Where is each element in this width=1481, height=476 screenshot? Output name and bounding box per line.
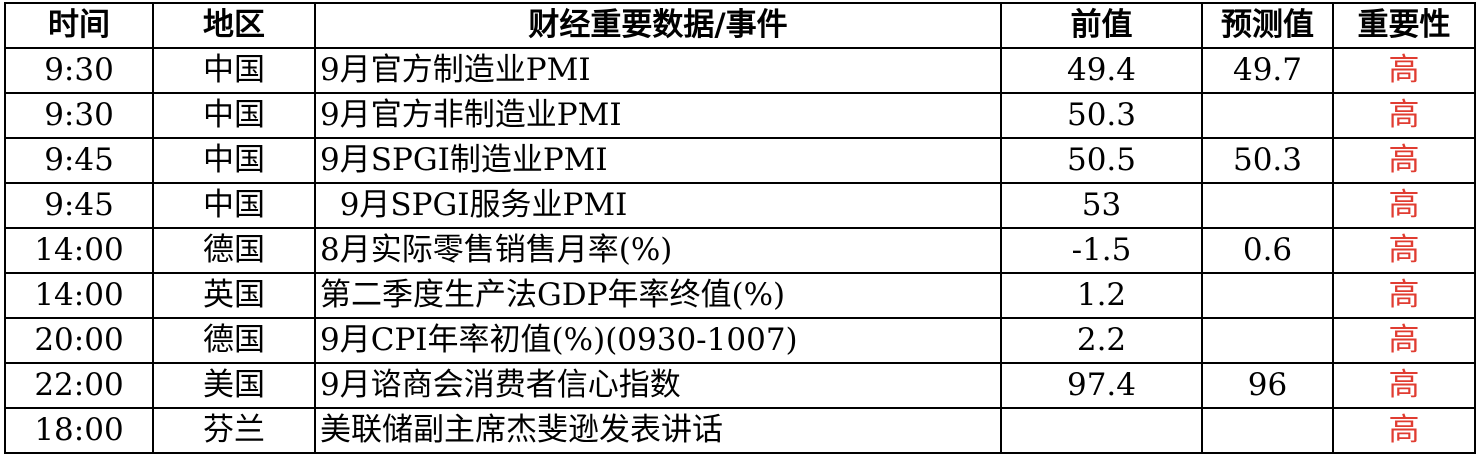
header-event: 财经重要数据/事件	[314, 2, 1002, 49]
cell-time: 9:45	[4, 137, 154, 184]
cell-previous: 49.4	[1000, 47, 1203, 94]
cell-previous: -1.5	[1000, 227, 1203, 274]
cell-event: 8月实际零售销售月率(%)	[314, 227, 1002, 274]
cell-previous: 53	[1000, 182, 1203, 229]
cell-forecast	[1201, 92, 1334, 139]
cell-time: 9:30	[4, 92, 154, 139]
table-row: 9:45 中国 9月SPGI服务业PMI 53 高	[4, 182, 1476, 229]
cell-region: 芬兰	[152, 407, 316, 454]
table-row: 9:45 中国 9月SPGI制造业PMI 50.5 50.3 高	[4, 137, 1476, 184]
cell-forecast	[1201, 317, 1334, 364]
header-region: 地区	[152, 2, 316, 49]
cell-time: 14:00	[4, 272, 154, 319]
header-forecast: 预测值	[1201, 2, 1334, 49]
header-previous: 前值	[1000, 2, 1203, 49]
cell-forecast: 0.6	[1201, 227, 1334, 274]
cell-importance: 高	[1332, 272, 1476, 319]
cell-forecast: 50.3	[1201, 137, 1334, 184]
cell-previous: 1.2	[1000, 272, 1203, 319]
cell-forecast: 96	[1201, 362, 1334, 409]
cell-previous: 50.5	[1000, 137, 1203, 184]
table-row: 14:00 德国 8月实际零售销售月率(%) -1.5 0.6 高	[4, 227, 1476, 274]
cell-importance: 高	[1332, 362, 1476, 409]
cell-previous: 2.2	[1000, 317, 1203, 364]
table-row: 22:00 美国 9月谘商会消费者信心指数 97.4 96 高	[4, 362, 1476, 409]
cell-importance: 高	[1332, 227, 1476, 274]
cell-region: 英国	[152, 272, 316, 319]
cell-region: 中国	[152, 137, 316, 184]
cell-importance: 高	[1332, 137, 1476, 184]
cell-region: 德国	[152, 317, 316, 364]
cell-importance: 高	[1332, 182, 1476, 229]
cell-region: 中国	[152, 182, 316, 229]
cell-region: 美国	[152, 362, 316, 409]
cell-importance: 高	[1332, 317, 1476, 364]
cell-time: 9:30	[4, 47, 154, 94]
cell-previous: 97.4	[1000, 362, 1203, 409]
cell-event: 第二季度生产法GDP年率终值(%)	[314, 272, 1002, 319]
cell-time: 14:00	[4, 227, 154, 274]
cell-time: 22:00	[4, 362, 154, 409]
table-row: 9:30 中国 9月官方制造业PMI 49.4 49.7 高	[4, 47, 1476, 94]
cell-importance: 高	[1332, 407, 1476, 454]
header-time: 时间	[4, 2, 154, 49]
cell-forecast	[1201, 407, 1334, 454]
table-row: 20:00 德国 9月CPI年率初值(%)(0930-1007) 2.2 高	[4, 317, 1476, 364]
cell-time: 20:00	[4, 317, 154, 364]
table-row: 18:00 芬兰 美联储副主席杰斐逊发表讲话 高	[4, 407, 1476, 454]
cell-event: 9月官方非制造业PMI	[314, 92, 1002, 139]
table-row: 14:00 英国 第二季度生产法GDP年率终值(%) 1.2 高	[4, 272, 1476, 319]
table-row: 9:30 中国 9月官方非制造业PMI 50.3 高	[4, 92, 1476, 139]
cell-forecast	[1201, 182, 1334, 229]
cell-region: 中国	[152, 92, 316, 139]
cell-previous	[1000, 407, 1203, 454]
header-row: 时间 地区 财经重要数据/事件 前值 预测值 重要性	[4, 2, 1476, 49]
cell-importance: 高	[1332, 47, 1476, 94]
cell-time: 18:00	[4, 407, 154, 454]
cell-event: 9月SPGI服务业PMI	[314, 182, 1002, 229]
cell-time: 9:45	[4, 182, 154, 229]
cell-event: 9月官方制造业PMI	[314, 47, 1002, 94]
header-importance: 重要性	[1332, 2, 1476, 49]
cell-event: 9月谘商会消费者信心指数	[314, 362, 1002, 409]
cell-event: 美联储副主席杰斐逊发表讲话	[314, 407, 1002, 454]
cell-importance: 高	[1332, 92, 1476, 139]
economic-calendar-table: 时间 地区 财经重要数据/事件 前值 预测值 重要性 9:30 中国 9月官方制造业…	[4, 2, 1476, 454]
cell-forecast: 49.7	[1201, 47, 1334, 94]
cell-event: 9月CPI年率初值(%)(0930-1007)	[314, 317, 1002, 364]
cell-region: 中国	[152, 47, 316, 94]
cell-previous: 50.3	[1000, 92, 1203, 139]
cell-event: 9月SPGI制造业PMI	[314, 137, 1002, 184]
cell-forecast	[1201, 272, 1334, 319]
cell-region: 德国	[152, 227, 316, 274]
